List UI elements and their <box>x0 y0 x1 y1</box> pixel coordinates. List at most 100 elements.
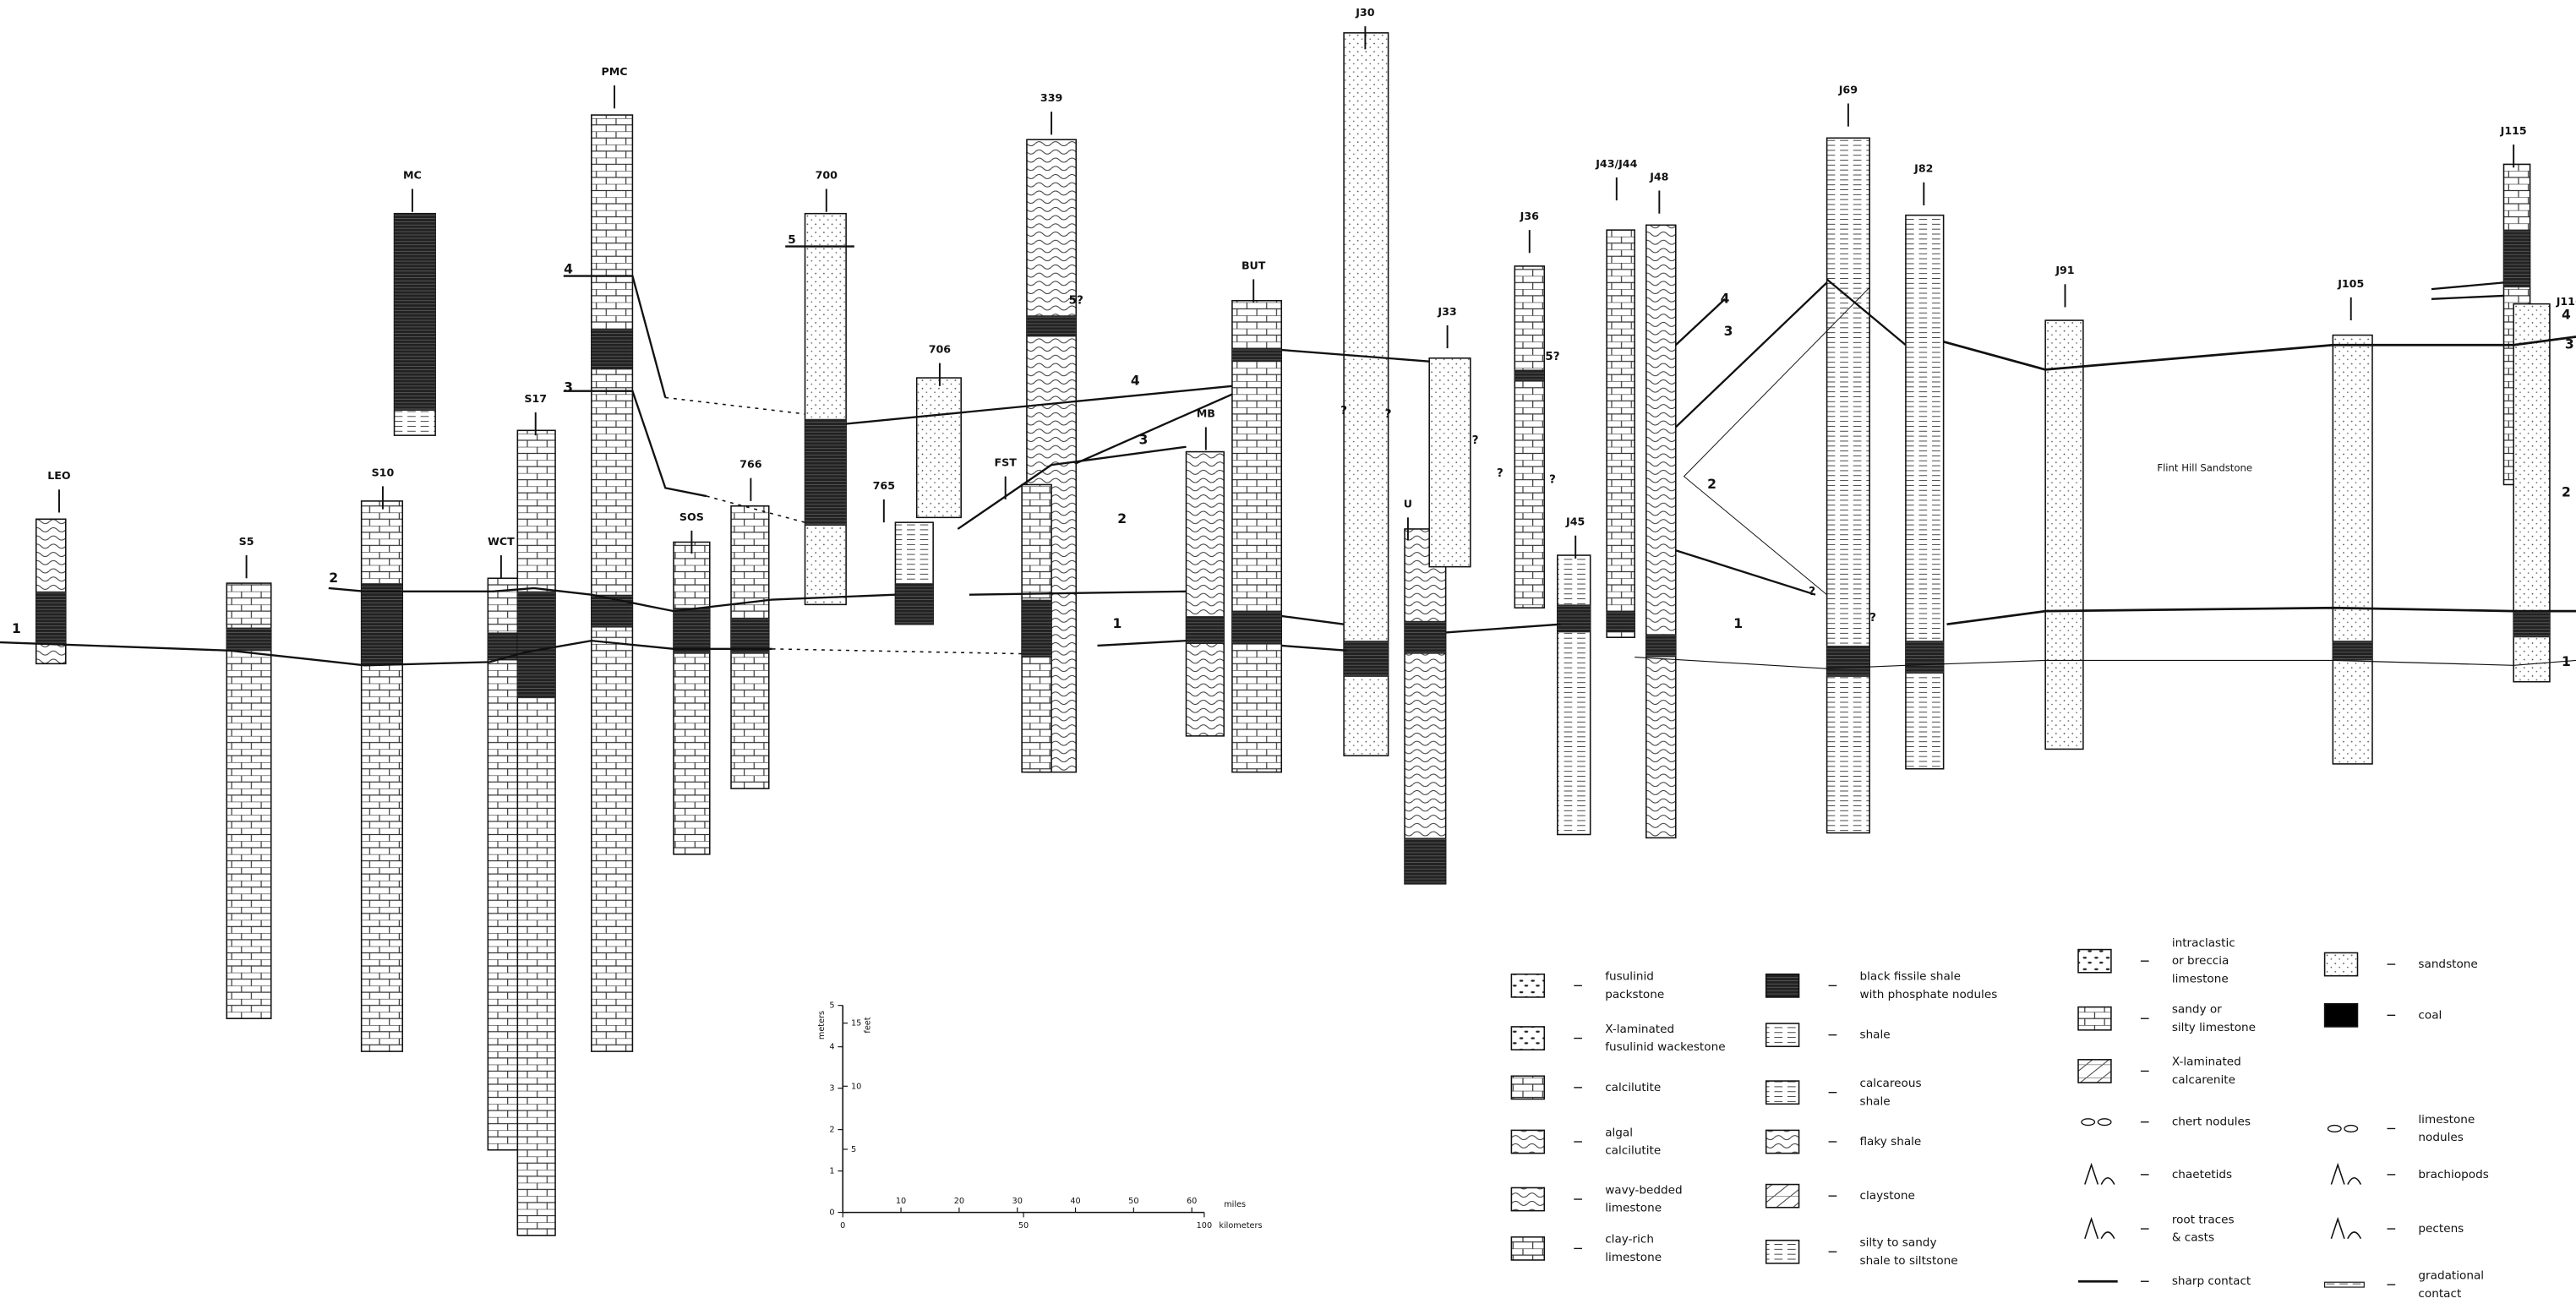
legend-label: limestone <box>1605 1251 1662 1264</box>
drawing: LEOS5S10WCTS17PMCMCSOS766700765706339FST… <box>0 6 2576 1301</box>
legend-swatch <box>2325 1004 2358 1027</box>
section-label: WCT <box>488 535 515 548</box>
tick-label: 0 <box>829 1209 834 1218</box>
unit-label: ? <box>1869 611 1876 625</box>
axis-label: kilometers <box>1219 1221 1262 1230</box>
legend-label: fusulinid <box>1605 970 1654 984</box>
dark-bed <box>1027 315 1076 336</box>
dark-bed <box>2513 611 2550 637</box>
section-label: FST <box>994 456 1017 469</box>
correlation-line <box>1676 282 1827 427</box>
dark-bed <box>1405 838 1446 883</box>
section-column <box>1232 301 1281 772</box>
section-label: J45 <box>1565 516 1585 528</box>
correlation-line <box>2431 282 2504 289</box>
legend-swatch <box>1511 1187 1544 1210</box>
section-label: 700 <box>816 168 838 181</box>
section-label: 765 <box>873 479 895 492</box>
legend-swatch <box>1511 1076 1544 1099</box>
legend-swatch <box>2082 1119 2095 1126</box>
axis-label: meters <box>817 1011 827 1039</box>
dark-bed <box>805 419 847 526</box>
section-label: 706 <box>929 343 952 356</box>
section-label: J105 <box>2337 277 2364 290</box>
legend-label: chaetetids <box>2172 1168 2232 1181</box>
legend-label: algal <box>1605 1126 1633 1139</box>
dark-bed <box>592 329 633 370</box>
legend-swatch <box>1766 1081 1799 1104</box>
section-column <box>592 115 633 1051</box>
legend-label: calcareous <box>1859 1077 1921 1090</box>
correlation-line <box>665 397 805 413</box>
legend-swatch <box>2078 1007 2111 1030</box>
dark-bed <box>1232 611 1281 644</box>
correlation-line <box>1676 299 1725 345</box>
section-column <box>1186 452 1224 736</box>
legend-swatch <box>2325 952 2358 975</box>
tick-label: 100 <box>1197 1221 1213 1230</box>
legend-swatch <box>2085 1165 2115 1184</box>
dark-bed <box>895 583 933 625</box>
section-label: J115 <box>2500 124 2527 137</box>
unit-label: 4 <box>1131 373 1140 388</box>
legend-label: X-laminated <box>1605 1023 1674 1036</box>
section-label: U <box>1404 497 1412 510</box>
unit-label: ? <box>1472 434 1479 447</box>
legend-swatch <box>2098 1119 2111 1126</box>
legend-swatch <box>2325 1282 2365 1287</box>
section-label: J82 <box>1913 162 1933 175</box>
correlation-line <box>1446 625 1561 633</box>
section-column <box>2333 336 2372 764</box>
section-column <box>517 430 555 1236</box>
tick-label: 50 <box>1128 1197 1138 1206</box>
section-label: SOS <box>679 510 704 523</box>
unit-label: 1 <box>2562 654 2571 669</box>
legend-label: sharp contact <box>2172 1274 2251 1288</box>
cross-section: LEOS5S10WCTS17PMCMCSOS766700765706339FST… <box>0 0 2576 1304</box>
axis-label: feet <box>863 1017 872 1033</box>
section-label: PMC <box>601 65 627 78</box>
legend-label: calcilutite <box>1605 1144 1661 1158</box>
section-label: MC <box>403 168 422 181</box>
unit-label: ? <box>1809 585 1815 598</box>
tick-label: 4 <box>829 1043 834 1052</box>
correlation-line <box>969 592 1187 595</box>
section-column <box>2045 320 2083 749</box>
legend-swatch <box>1766 974 1799 997</box>
unit-label: 4 <box>2562 308 2571 323</box>
section-label: J116 <box>2556 295 2576 308</box>
correlation-line <box>1281 646 1347 651</box>
section-column <box>1607 230 1635 637</box>
correlation-line <box>564 391 707 496</box>
unit-label: 2 <box>1707 477 1716 492</box>
section-column <box>1827 138 1870 832</box>
section-label: S17 <box>524 392 547 405</box>
legend-label: or breccia <box>2172 954 2229 968</box>
tick-label: 20 <box>954 1197 964 1206</box>
legend-label: shale <box>1859 1094 1890 1108</box>
unit-label: 3 <box>1724 324 1733 339</box>
legend-swatch <box>2085 1219 2115 1238</box>
dark-bed <box>517 592 555 698</box>
unit-label: ? <box>1497 466 1504 480</box>
section-label: J69 <box>1838 83 1858 95</box>
legend-label: X-laminated <box>2172 1056 2241 1069</box>
section-column <box>674 542 710 854</box>
section-label: BUT <box>1242 259 1266 271</box>
legend-swatch <box>1511 1130 1544 1153</box>
legend-label: gradational <box>2418 1269 2484 1282</box>
dark-bed <box>1405 621 1446 654</box>
dark-bed <box>362 583 403 665</box>
section-label: J43/J44 <box>1595 157 1637 170</box>
unit-label: 5? <box>1069 294 1083 308</box>
section-label: 339 <box>1040 91 1062 104</box>
section-label: S10 <box>372 466 395 478</box>
correlation-line <box>2431 296 2504 299</box>
axis-label: miles <box>1224 1200 1246 1209</box>
dark-bed <box>2504 230 2530 287</box>
correlation-line <box>1676 550 1815 594</box>
legend-label: fusulinid wackestone <box>1605 1040 1725 1054</box>
legend-label: sandy or <box>2172 1003 2222 1017</box>
legend-label: shale to siltstone <box>1859 1254 1957 1268</box>
dark-bed <box>1906 641 1944 674</box>
